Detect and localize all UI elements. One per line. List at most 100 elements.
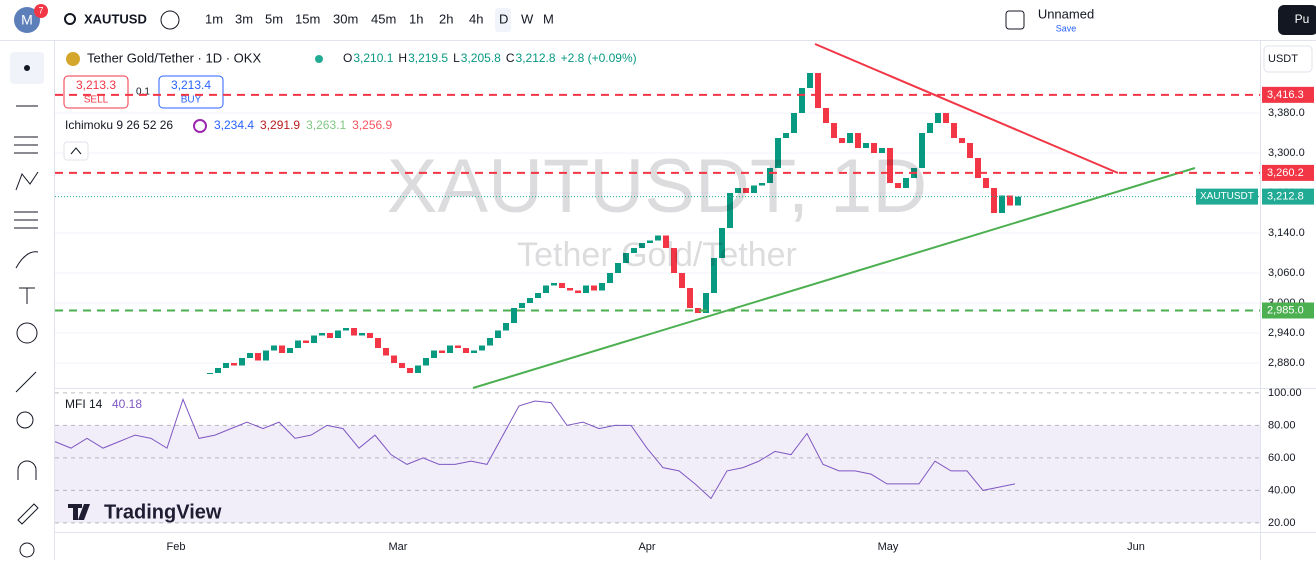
- save-label[interactable]: Save: [1056, 23, 1077, 33]
- interval[interactable]: 3m: [235, 11, 253, 26]
- candle: [527, 298, 533, 303]
- spread: 0.1: [136, 87, 150, 98]
- candle: [439, 350, 445, 353]
- x-tick-label: Feb: [167, 541, 186, 553]
- candle: [855, 133, 861, 148]
- candle: [287, 348, 293, 353]
- collapse-button[interactable]: [63, 141, 89, 161]
- candle: [311, 335, 317, 343]
- add-symbol[interactable]: [160, 10, 180, 30]
- candle: [991, 188, 997, 213]
- y-tick-label: 2,940.0: [1268, 327, 1305, 339]
- candle: [631, 248, 637, 253]
- candle: [839, 138, 845, 143]
- sell-button[interactable]: [63, 75, 129, 109]
- layout-name[interactable]: Unnamed: [1038, 6, 1094, 21]
- mfi-line: [54, 397, 1016, 500]
- y-tick-label: 3,300.0: [1268, 147, 1305, 159]
- ichimoku-label: Ichimoku 9 26 52 26: [65, 118, 173, 132]
- buy-label: BUY: [181, 95, 202, 106]
- interval[interactable]: 1m: [205, 11, 223, 26]
- candle: [935, 113, 941, 123]
- candle: [863, 143, 869, 148]
- interval[interactable]: 1h: [409, 11, 423, 26]
- mfi-tick-label: 40.00: [1268, 484, 1296, 496]
- interval[interactable]: W: [521, 11, 534, 26]
- candle: [927, 123, 933, 133]
- candle: [759, 183, 765, 186]
- ichimoku-value: 3,291.9: [260, 118, 300, 132]
- mfi-tick-label: 80.00: [1268, 419, 1296, 431]
- candle: [1015, 196, 1021, 206]
- x-tick-label: Apr: [638, 541, 655, 553]
- candle: [471, 350, 477, 353]
- candle: [743, 188, 749, 193]
- publish-button[interactable]: [1278, 5, 1316, 35]
- interval[interactable]: M: [543, 11, 554, 26]
- ohlc-h-label: H: [398, 51, 407, 65]
- candle: [487, 338, 493, 346]
- candle: [647, 240, 653, 243]
- watermark-symbol: XAUTUSDT, 1D: [387, 144, 928, 229]
- candle: [375, 338, 381, 348]
- symbol-logo: [66, 52, 80, 66]
- mfi-tick-label: 100.00: [1268, 387, 1302, 399]
- candle: [263, 350, 269, 361]
- y-tick-label: 3,140.0: [1268, 227, 1305, 239]
- x-tick-label: Jun: [1127, 541, 1145, 553]
- mfi-value: 40.18: [112, 397, 142, 411]
- candle: [279, 345, 285, 353]
- candle: [463, 348, 469, 353]
- candle: [967, 143, 973, 158]
- interval[interactable]: 45m: [371, 11, 396, 26]
- badge: [34, 4, 48, 18]
- candle: [367, 333, 373, 338]
- candle: [351, 328, 357, 336]
- interval[interactable]: 30m: [333, 11, 358, 26]
- x-tick-label: Mar: [389, 541, 408, 553]
- candle: [303, 340, 309, 343]
- candle: [215, 368, 221, 373]
- level-line-label: 3,416.3: [1267, 89, 1304, 101]
- candle: [815, 73, 821, 108]
- currency-button[interactable]: [1263, 45, 1313, 73]
- interval[interactable]: 4h: [469, 11, 483, 26]
- sell-price: 3,213.3: [76, 78, 116, 92]
- interval[interactable]: D: [499, 11, 508, 26]
- avatar[interactable]: [14, 7, 40, 33]
- candle: [599, 283, 605, 291]
- interval[interactable]: 15m: [295, 11, 320, 26]
- ohlc-low: 3,205.8: [461, 51, 501, 65]
- candle: [255, 353, 261, 361]
- candle: [919, 133, 925, 168]
- candle: [295, 340, 301, 348]
- legend-title: Tether Gold/Tether · 1D · OKX: [87, 50, 261, 65]
- collapse-icon: [70, 147, 82, 155]
- symbol[interactable]: XAUTUSD: [84, 11, 147, 26]
- candle: [831, 123, 837, 138]
- mfi-band: [55, 425, 1260, 523]
- checkbox[interactable]: [1005, 10, 1025, 30]
- candle: [639, 243, 645, 248]
- search-icon[interactable]: [64, 13, 76, 25]
- candle: [687, 288, 693, 308]
- candle: [783, 133, 789, 138]
- candle: [903, 178, 909, 188]
- ohlc-o-label: O: [343, 51, 352, 65]
- candle: [543, 285, 549, 293]
- ichimoku-value: 3,256.9: [352, 118, 392, 132]
- buy-button[interactable]: [158, 75, 224, 109]
- candle: [727, 193, 733, 228]
- interval[interactable]: 5m: [265, 11, 283, 26]
- candle: [511, 308, 517, 323]
- currency: USDT: [1268, 53, 1298, 65]
- drawing-tools: [14, 105, 39, 558]
- candle: [519, 303, 525, 308]
- candle: [671, 248, 677, 273]
- ohlc-open: 3,210.1: [353, 51, 393, 65]
- sell-label: SELL: [84, 95, 109, 106]
- ohlc-c-label: C: [506, 51, 515, 65]
- ichimoku-value: 3,263.1: [306, 118, 346, 132]
- interval[interactable]: 2h: [439, 11, 453, 26]
- level-line-label: 2,985.0: [1267, 304, 1304, 316]
